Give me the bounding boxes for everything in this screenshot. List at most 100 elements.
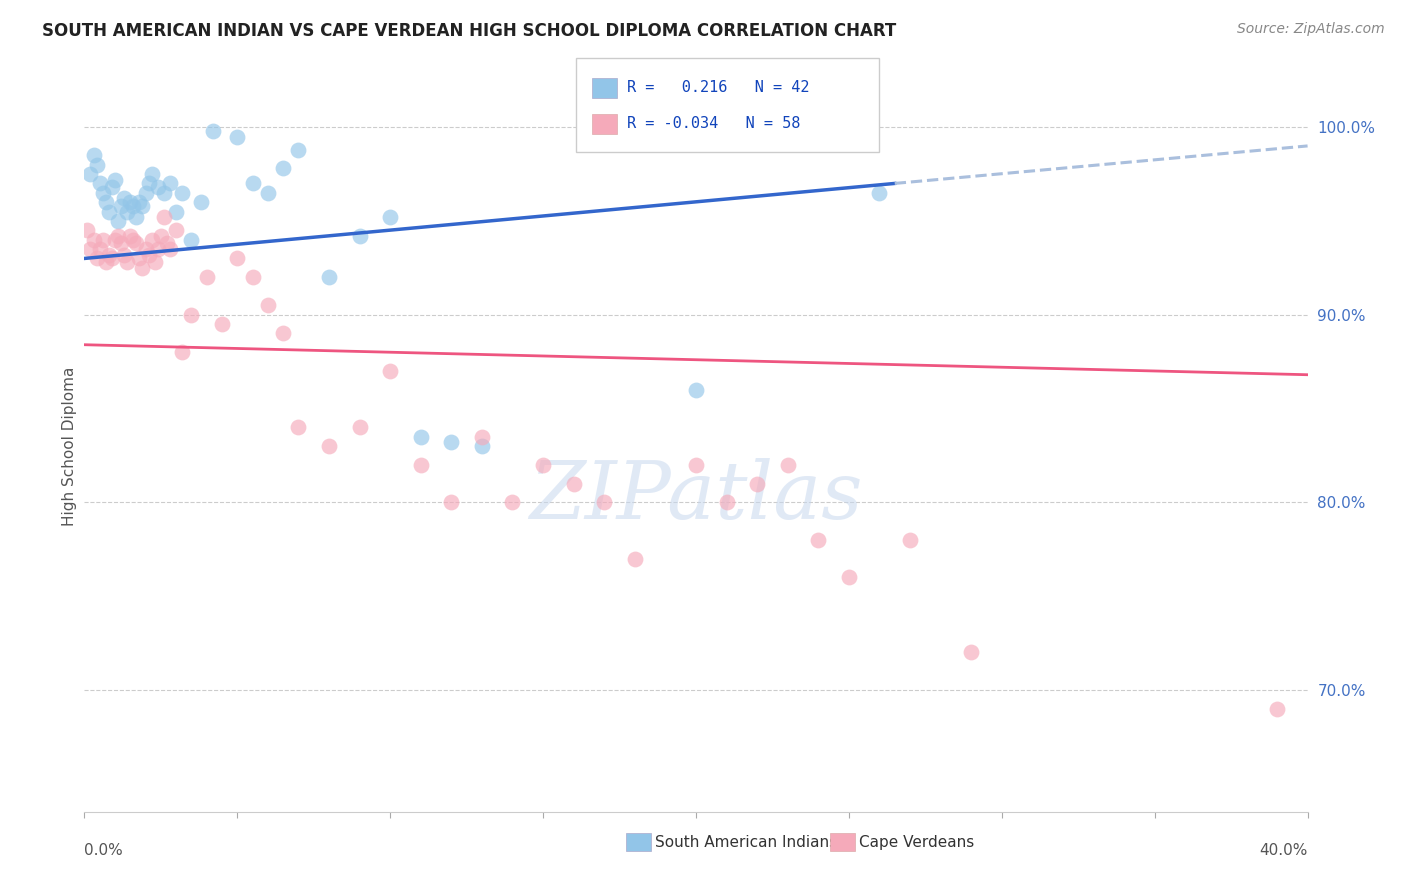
Point (89, 177, 111, 191)
Point (838, 570, 860, 584)
Point (685, 458, 707, 472)
Point (180, 233, 202, 247)
Point (101, 180, 124, 194)
Point (869, 186, 891, 200)
Point (190, 195, 212, 210)
Point (531, 458, 554, 472)
Point (149, 229, 172, 244)
Text: South American Indians: South American Indians (655, 835, 838, 849)
Point (172, 186, 194, 200)
Point (349, 420, 371, 434)
Point (287, 143, 309, 157)
Point (107, 214, 129, 228)
Point (807, 533, 830, 547)
Point (685, 383, 707, 397)
Point (242, 270, 264, 285)
Point (79, 242, 101, 256)
Point (211, 317, 233, 331)
Point (201, 124, 224, 138)
Point (83, 148, 105, 162)
Point (125, 236, 148, 251)
Point (226, 252, 249, 266)
Point (471, 429, 494, 443)
Text: SOUTH AMERICAN INDIAN VS CAPE VERDEAN HIGH SCHOOL DIPLOMA CORRELATION CHART: SOUTH AMERICAN INDIAN VS CAPE VERDEAN HI… (42, 22, 897, 40)
Point (101, 252, 124, 266)
Point (110, 199, 132, 213)
Point (380, 210, 402, 224)
Point (1265, 701, 1288, 715)
Text: ZIPatlas: ZIPatlas (529, 458, 863, 536)
Text: Source: ZipAtlas.com: Source: ZipAtlas.com (1237, 22, 1385, 37)
Point (138, 248, 160, 262)
Point (86, 252, 108, 266)
Point (97, 204, 120, 219)
Point (110, 236, 132, 251)
Point (135, 186, 157, 200)
Point (172, 345, 194, 359)
Point (128, 252, 150, 266)
Point (593, 495, 616, 509)
Point (562, 476, 585, 491)
Point (115, 204, 138, 219)
Point (271, 161, 294, 176)
Point (242, 177, 264, 191)
Point (94, 255, 117, 269)
Text: 0.0%: 0.0% (84, 843, 124, 858)
Point (409, 429, 432, 443)
Point (107, 229, 129, 244)
Point (409, 458, 432, 472)
Point (94, 195, 117, 210)
Point (122, 233, 145, 247)
Point (83, 233, 105, 247)
Text: R = -0.034   N = 58: R = -0.034 N = 58 (627, 116, 800, 130)
Point (76, 223, 98, 237)
Point (502, 495, 524, 509)
Point (86, 158, 108, 172)
Point (153, 210, 176, 224)
Point (135, 242, 157, 256)
Point (440, 435, 463, 450)
Point (122, 199, 145, 213)
Point (112, 248, 135, 262)
Point (440, 495, 463, 509)
Point (91, 186, 114, 200)
Point (112, 191, 135, 205)
Text: R =   0.216   N = 42: R = 0.216 N = 42 (627, 80, 810, 95)
Point (159, 242, 181, 256)
Point (287, 420, 309, 434)
Point (960, 645, 983, 659)
Point (226, 129, 249, 144)
Point (471, 439, 494, 453)
Point (141, 233, 163, 247)
Point (318, 439, 340, 453)
Point (380, 364, 402, 378)
Point (131, 199, 153, 213)
Point (115, 255, 138, 269)
Point (146, 242, 169, 256)
Point (89, 242, 111, 256)
Point (195, 270, 218, 285)
Point (131, 260, 153, 275)
Point (776, 458, 799, 472)
Point (716, 495, 738, 509)
Point (143, 255, 166, 269)
Point (141, 167, 163, 181)
Text: 40.0%: 40.0% (1260, 843, 1308, 858)
Point (898, 533, 921, 547)
Point (79, 167, 101, 181)
Point (153, 186, 176, 200)
Point (747, 476, 769, 491)
Y-axis label: High School Diploma: High School Diploma (62, 367, 77, 525)
Point (138, 177, 160, 191)
Point (624, 551, 647, 566)
Point (91, 233, 114, 247)
Point (97, 248, 120, 262)
Point (349, 229, 371, 244)
Point (165, 223, 187, 237)
Point (257, 186, 280, 200)
Point (271, 326, 294, 341)
Point (146, 180, 169, 194)
Point (156, 236, 179, 251)
Point (159, 177, 181, 191)
Point (120, 229, 142, 244)
